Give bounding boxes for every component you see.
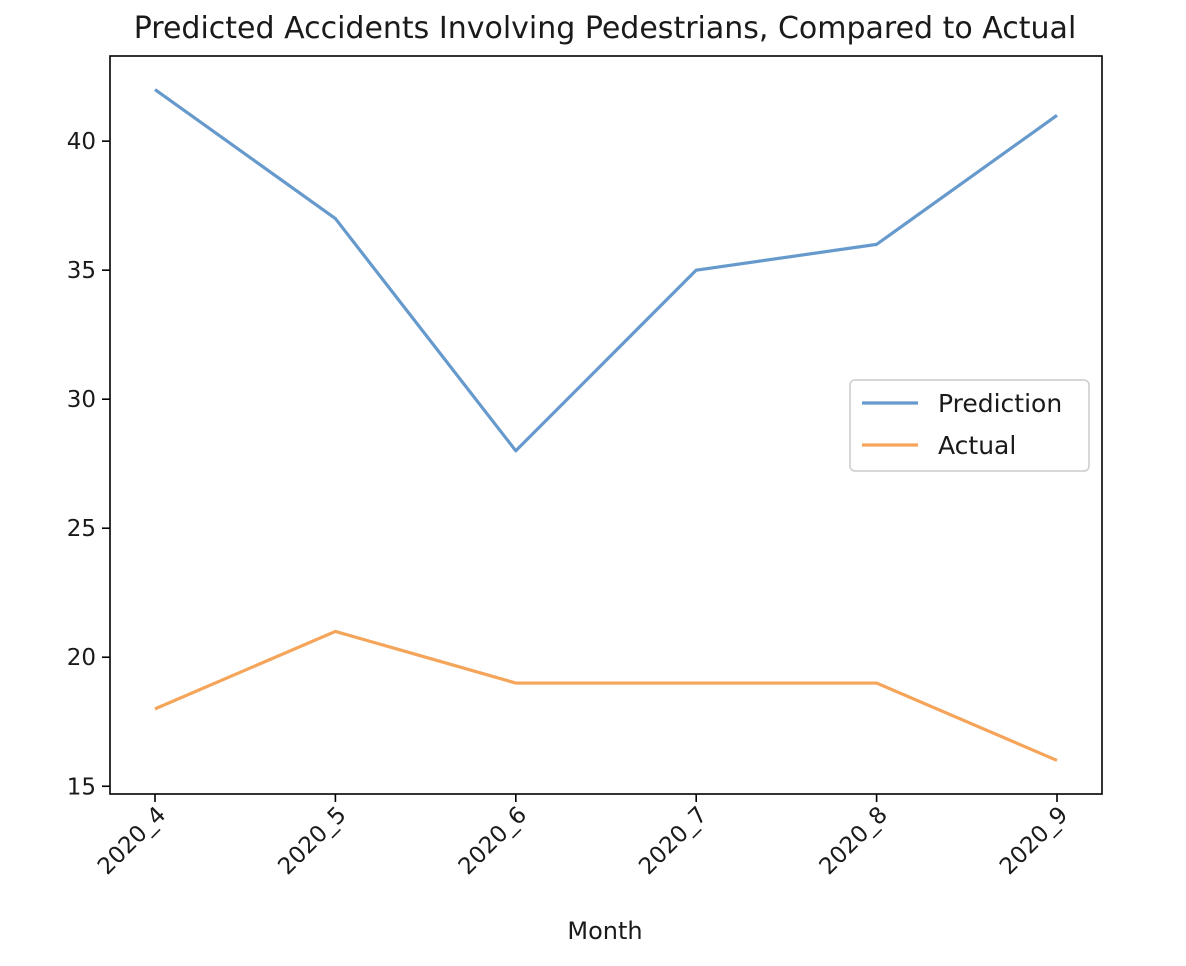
legend-label-prediction: Prediction	[938, 389, 1062, 418]
legend-label-actual: Actual	[938, 431, 1016, 460]
x-tick-label: 2020_9	[995, 802, 1073, 880]
chart-title: Predicted Accidents Involving Pedestrian…	[134, 11, 1077, 46]
x-axis-label: Month	[567, 917, 642, 945]
x-tick-label: 2020_5	[273, 802, 351, 880]
series-line-prediction	[154, 88, 1058, 453]
y-tick-label: 40	[67, 129, 96, 155]
x-tick-label: 2020_6	[454, 802, 532, 880]
y-tick-label: 30	[67, 387, 96, 413]
x-tick-label: 2020_8	[815, 802, 893, 880]
plot-frame	[109, 55, 1103, 795]
y-tick-label: 35	[67, 258, 96, 284]
plot-area: 15 20 25 30 35 40 2020_4 2020_5 2020_6 2020_7 2020…	[67, 55, 1103, 880]
y-tick-label: 15	[67, 774, 96, 800]
y-tick-label: 20	[67, 645, 96, 671]
x-tick-label: 2020_4	[93, 802, 171, 880]
legend: Prediction Actual	[849, 379, 1090, 472]
series-line-actual	[154, 629, 1058, 762]
x-tick-label: 2020_7	[634, 802, 712, 880]
y-tick-label: 25	[67, 516, 96, 542]
